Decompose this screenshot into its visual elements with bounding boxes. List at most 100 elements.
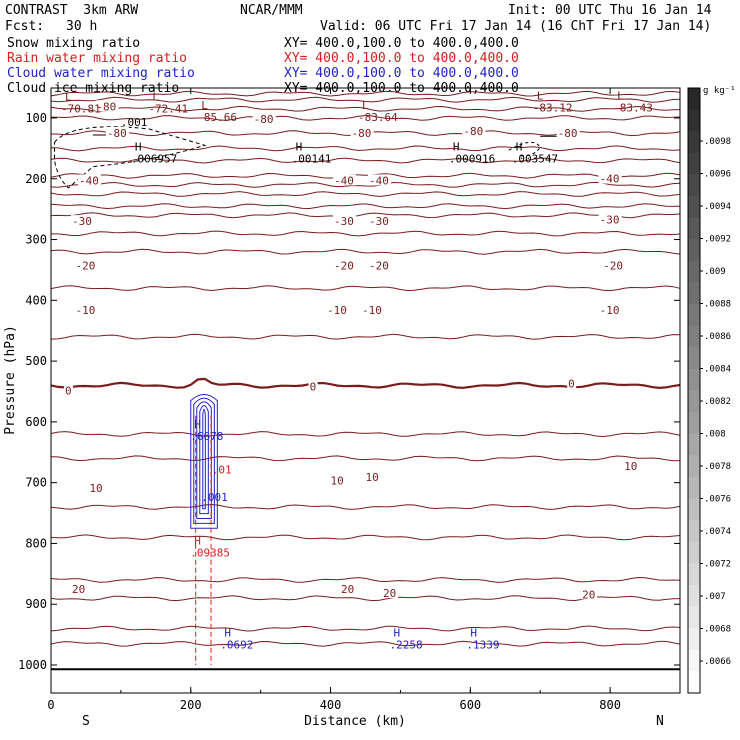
- contour-label-bg: [602, 259, 626, 271]
- contour-label: 0: [310, 380, 317, 393]
- contour-label-bg: [598, 303, 622, 315]
- colorbar-segment: [688, 671, 700, 694]
- colorbar-segment: [688, 606, 700, 629]
- colorbar-segment: [688, 217, 700, 240]
- valid-time: Valid: 06 UTC Fri 17 Jan 14 (16 ChT Fri …: [320, 19, 712, 34]
- high-marker: H: [224, 627, 231, 640]
- contour-label-bg: [326, 303, 350, 315]
- colorbar-segment: [688, 174, 700, 197]
- contour-label: 10: [624, 460, 637, 473]
- axes: 0 200 400 600 800100200300400500600700800900…: [18, 88, 681, 712]
- contour-label-bg: [63, 384, 73, 396]
- contour-label: -30: [369, 215, 389, 228]
- y-tick-label: 400: [25, 293, 47, 307]
- contour-line: [50, 377, 681, 390]
- y-axis-label: Pressure (hPa): [3, 325, 18, 435]
- center-title: NCAR/MMM: [240, 3, 303, 18]
- extremum-value: .0692: [220, 639, 253, 652]
- contour-label-bg: [70, 582, 87, 594]
- contour-line: [50, 455, 681, 462]
- extremum-value: -70.81: [61, 103, 101, 116]
- field-cloud-name: Cloud water mixing ratio: [7, 66, 195, 81]
- contour-line: [51, 230, 681, 237]
- colorbar-label: .008: [704, 430, 726, 440]
- colorbar-segment: [688, 368, 700, 391]
- high-marker: H: [296, 140, 303, 153]
- colorbar-segment: [688, 88, 700, 111]
- mixing-ratio-label: .01: [212, 464, 232, 477]
- field-rain-xy: XY= 400.0,100.0 to 400.0,400.0: [284, 51, 519, 66]
- colorbar-label: .0082: [704, 397, 731, 407]
- y-tick-label: 300: [25, 233, 47, 247]
- contour-label: -80: [558, 127, 578, 140]
- high-marker: H: [194, 534, 201, 547]
- contour-label: -30: [600, 213, 620, 226]
- contour-label: -20: [75, 259, 95, 272]
- contour-label: -30: [334, 215, 354, 228]
- y-tick-label: 800: [25, 536, 47, 550]
- contour-line: [50, 576, 681, 583]
- contour-label-bg: [74, 259, 98, 271]
- contour-label-bg: [329, 474, 346, 486]
- colorbar-segment: [688, 498, 700, 521]
- colorbar-label: .0076: [704, 495, 731, 505]
- field-snow-name: Snow mixing ratio: [7, 36, 141, 51]
- colorbar-label: .0096: [704, 170, 731, 180]
- extremum-value: -72.41: [148, 103, 188, 116]
- colorbar-segment: [688, 455, 700, 478]
- contour-line: [50, 285, 681, 292]
- extremum-value: .000916: [449, 152, 495, 165]
- snow-contour: [53, 126, 207, 189]
- contour-label: -80: [96, 100, 116, 113]
- colorbar-segment: [688, 109, 700, 132]
- low-marker: L: [537, 89, 544, 102]
- contour-label-bg: [340, 582, 357, 594]
- x-tick-label: 400: [320, 698, 342, 712]
- colorbar-label: .0066: [704, 657, 731, 667]
- contour-line: [50, 595, 681, 602]
- contour-label-bg: [367, 215, 391, 227]
- low-marker: L: [65, 91, 72, 104]
- contour-label: -40: [334, 174, 354, 187]
- contour-label-bg: [70, 215, 94, 227]
- high-marker: H: [453, 140, 460, 153]
- forecast-hour: 30 h: [66, 19, 98, 34]
- contour-labels: -80 -80 -80 -80 -80 -80 -40 -40 -40 -40 -30 -30 -30 -…: [61, 89, 653, 651]
- contour-label-bg: [598, 172, 622, 184]
- contour-label-bg: [77, 174, 101, 186]
- extremum-value: .1339: [466, 639, 499, 652]
- extremum-value: .006957: [131, 152, 177, 165]
- y-tick-label: 600: [25, 415, 47, 429]
- contour-line: [50, 90, 681, 97]
- y-tick-label: 500: [25, 354, 47, 368]
- contour-label: -80: [352, 127, 372, 140]
- colorbar-segment: [688, 304, 700, 327]
- extremum-value: .2258: [389, 639, 422, 652]
- colorbar-segment: [688, 239, 700, 262]
- mixing-ratio-label: .001: [121, 116, 148, 129]
- contour-line: [50, 105, 681, 112]
- contour-label-bg: [350, 126, 374, 138]
- model-title: CONTRAST 3km ARW: [5, 3, 139, 18]
- contour-label-bg: [556, 126, 580, 138]
- extremum-value: -83.12: [533, 101, 573, 114]
- colorbar-label: .0074: [704, 527, 731, 537]
- contour-line: [50, 640, 681, 647]
- contour-label-bg: [598, 213, 622, 225]
- colorbar-segment: [688, 563, 700, 586]
- contour-label-bg: [567, 377, 577, 389]
- y-tick-label: 700: [25, 476, 47, 490]
- low-marker: L: [362, 99, 369, 112]
- x-tick-label: 600: [459, 698, 481, 712]
- colorbar-label: .0092: [704, 235, 731, 245]
- colorbar-segment: [688, 347, 700, 370]
- colorbar-label: .009: [704, 267, 726, 277]
- colorbar-label: .007: [704, 592, 726, 602]
- contour-label: -10: [327, 304, 347, 317]
- contour-label-bg: [308, 380, 318, 392]
- extremum-value: -83.64: [358, 111, 398, 124]
- contour-line: [50, 248, 681, 255]
- high-marker: H: [135, 140, 142, 153]
- low-marker: L: [201, 99, 208, 112]
